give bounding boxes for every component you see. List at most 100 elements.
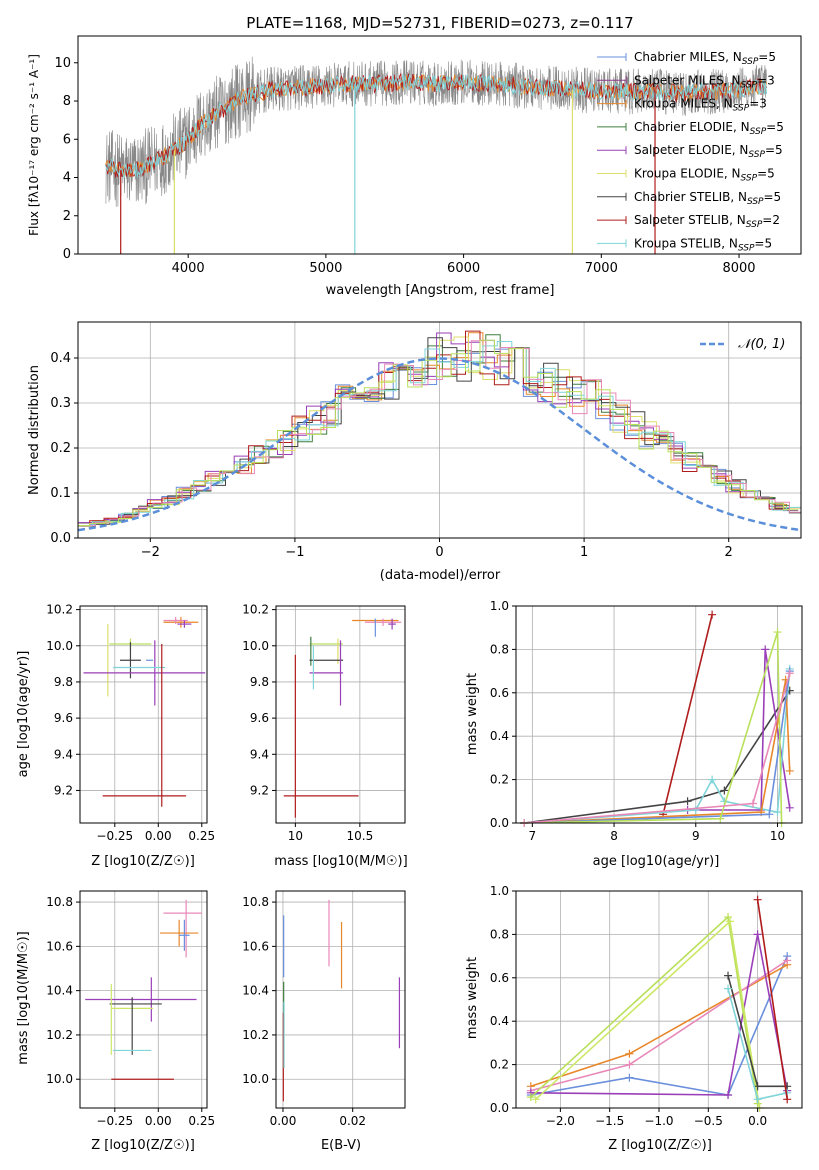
age-vs-z-panel: −0.25 0.00 0.25 9.2 9.4 9.6 9.8 10.0 10.2 Z [log… <box>16 603 215 869</box>
y-tick-label: 1.0 <box>490 884 509 898</box>
normal-curve <box>77 357 802 532</box>
weight-marker <box>773 808 782 817</box>
y-tick-label: 10.2 <box>242 1028 269 1042</box>
x-tick-label: 2 <box>725 545 733 560</box>
age-vs-z-ylabel: age [log10(age/yr)] <box>16 651 31 778</box>
x-tick-label: 8000 <box>722 261 755 276</box>
x-tick-label: 7 <box>529 829 537 843</box>
y-tick-label: 10.6 <box>242 939 269 953</box>
weight-series-line <box>756 899 788 1100</box>
weight-vs-age-panel: 7 8 9 10 0.0 0.2 0.4 0.6 0.8 1.0 age [log10(age/y… <box>465 599 803 869</box>
mass-vs-z-panel: −0.25 0.00 0.25 10.0 10.2 10.4 10.6 10.8 Z [log… <box>16 890 215 1153</box>
y-tick-label: 0.4 <box>50 351 71 366</box>
legend-label: Salpeter ELODIE, NSSP=5 <box>634 143 783 160</box>
y-tick-label: 0.2 <box>490 773 509 787</box>
y-tick-label: 0 <box>63 247 71 262</box>
age-vs-z-plot: −0.25 0.00 0.25 9.2 9.4 9.6 9.8 10.0 10.2 <box>46 603 215 843</box>
y-tick-label: 9.4 <box>250 747 269 761</box>
weight-vs-age-plot: 7 8 9 10 0.0 0.2 0.4 0.6 0.8 1.0 <box>490 599 803 843</box>
weight-marker <box>708 775 717 784</box>
y-tick-label: 1.0 <box>490 599 509 613</box>
spectrum-xlabel: wavelength [Angstrom, rest frame] <box>326 283 555 298</box>
weight-series-line <box>662 614 713 815</box>
x-tick-label: 8 <box>610 829 618 843</box>
weight-series-line <box>524 679 791 824</box>
weight-marker <box>625 1049 634 1058</box>
age-vs-mass-plot: 10 10.5 9.2 9.4 9.6 9.8 10.0 10.2 <box>242 603 406 843</box>
y-tick-label: 6 <box>63 132 71 147</box>
residual-histogram <box>80 334 801 524</box>
weight-marker <box>783 1095 792 1104</box>
weight-marker <box>726 917 735 926</box>
y-tick-label: 4 <box>63 171 71 186</box>
weight-marker <box>773 628 782 637</box>
residual-ylabel: Normed distribution <box>27 365 42 495</box>
model-spectrum <box>105 73 768 179</box>
weight-marker <box>783 956 792 965</box>
residual-panel: −2 −1 0 1 2 0.0 0.1 0.2 0.3 0.4 (data-model)/erro… <box>27 321 802 583</box>
weight-vs-age-ylabel: mass weight <box>465 673 480 755</box>
y-tick-label: 8 <box>63 94 71 109</box>
y-tick-label: 10.4 <box>242 984 269 998</box>
residual-histogram <box>78 341 801 527</box>
spectrum-panel: 4000 5000 6000 7000 8000 0 2 4 6 8 10 wavelength [… <box>27 35 802 298</box>
weight-marker <box>761 645 770 654</box>
x-tick-label: 0.0 <box>748 1114 767 1128</box>
spectrum-legend: Chabrier MILES, NSSP=5 Salpeter MILES, NS… <box>597 50 784 253</box>
x-tick-label: 4000 <box>172 261 205 276</box>
x-tick-label: 0.02 <box>339 1114 366 1128</box>
y-tick-label: 0.8 <box>490 927 509 941</box>
x-tick-label: 0.25 <box>188 1114 215 1128</box>
legend-label: Kroupa STELIB, NSSP=5 <box>634 236 772 253</box>
weight-vs-z-ylabel: mass weight <box>465 957 480 1039</box>
weight-series-line <box>524 631 783 824</box>
y-tick-label: 10.0 <box>242 1072 269 1086</box>
mass-vs-z-plot: −0.25 0.00 0.25 10.0 10.2 10.4 10.6 10.8 <box>46 890 215 1128</box>
y-tick-label: 2 <box>63 209 71 224</box>
weight-marker <box>785 766 794 775</box>
weight-series-line <box>524 668 791 824</box>
legend-label: Kroupa ELODIE, NSSP=5 <box>634 167 775 184</box>
y-tick-label: 10.0 <box>242 639 269 653</box>
age-vs-mass-xlabel: mass [log10(M/M☉)] <box>274 854 407 869</box>
spectrum-axes-frame <box>77 35 802 255</box>
y-tick-label: 9.2 <box>54 783 73 797</box>
x-tick-label: 0.25 <box>188 829 215 843</box>
weight-marker <box>785 669 794 678</box>
weight-vs-age-xlabel: age [log10(age/yr)] <box>593 854 720 869</box>
axes-frame <box>79 605 208 824</box>
axes-frame <box>79 890 208 1109</box>
weight-marker <box>708 610 717 619</box>
weight-marker <box>724 913 733 922</box>
y-tick-label: 0.0 <box>490 816 509 830</box>
y-tick-label: 10.0 <box>46 1072 73 1086</box>
weight-series-line <box>524 690 791 824</box>
x-tick-label: 6000 <box>447 261 480 276</box>
residual-xlabel: (data-model)/error <box>380 568 501 583</box>
y-tick-label: 10.2 <box>242 603 269 617</box>
weight-marker <box>720 786 729 795</box>
y-tick-label: 0.0 <box>50 531 71 546</box>
axes-frame <box>275 605 406 824</box>
x-tick-label: 5000 <box>309 261 342 276</box>
x-tick-label: 0.00 <box>145 1114 172 1128</box>
mass-vs-ebv-xlabel: E(B-V) <box>321 1138 361 1153</box>
y-tick-label: 10.4 <box>46 984 73 998</box>
weight-marker <box>625 1060 634 1069</box>
spectrum-ticks: 4000 5000 6000 7000 8000 0 2 4 6 8 10 <box>54 56 755 276</box>
y-tick-label: 9.8 <box>54 675 73 689</box>
weight-vs-z-plot: −2.0 −1.5 −1.0 −0.5 0.0 0.0 0.2 0.4 0.6 0.8 1.0 <box>490 884 803 1128</box>
x-tick-label: −2 <box>141 545 160 560</box>
x-tick-label: −0.5 <box>694 1114 723 1128</box>
y-tick-label: 0.1 <box>50 486 71 501</box>
y-tick-label: 10.8 <box>46 895 73 909</box>
residual-ticks: −2 −1 0 1 2 0.0 0.1 0.2 0.3 0.4 <box>50 351 733 560</box>
x-tick-label: 0 <box>435 545 443 560</box>
weight-marker <box>748 799 757 808</box>
y-tick-label: 10.0 <box>46 639 73 653</box>
weight-marker <box>753 930 762 939</box>
normal-legend-label: 𝒩(0, 1) <box>738 337 785 352</box>
y-tick-label: 0.6 <box>490 686 509 700</box>
weight-series-line <box>530 955 788 1096</box>
